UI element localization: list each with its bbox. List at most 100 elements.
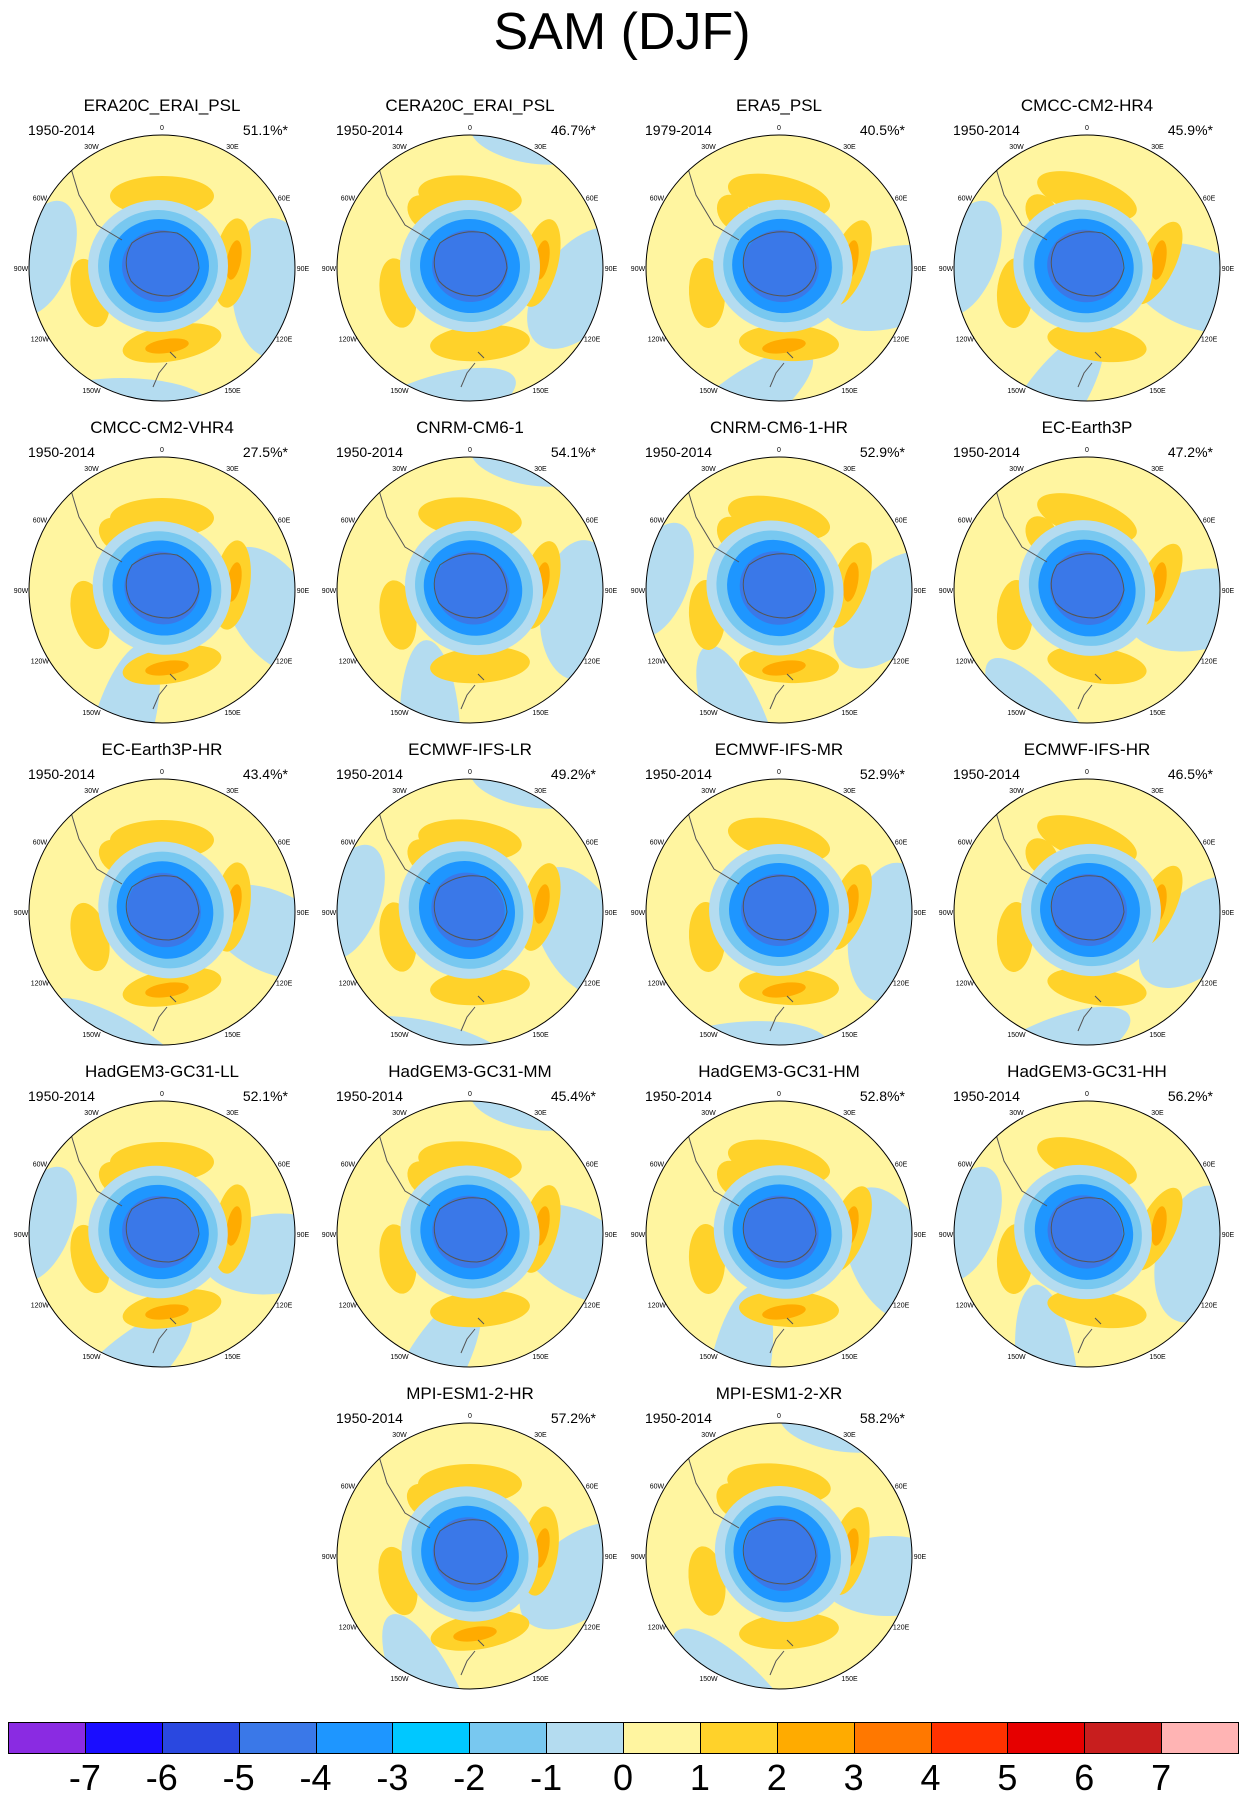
polar-map: 030E60E90E120E150E180150W120W90W60W30W (939, 447, 1235, 724)
new-zealand-coastline (1077, 1317, 1102, 1354)
contour-field (29, 457, 295, 723)
panel-explained-variance: 46.5%* (1167, 766, 1213, 782)
longitude-label: 30W (1009, 466, 1024, 473)
panel-title: MPI-ESM1-2-XR (715, 1384, 843, 1403)
colorbar-box (699, 1722, 778, 1754)
longitude-label: 90E (297, 266, 310, 273)
panel-period: 1979-2014 (645, 122, 712, 138)
longitude-label: 120W (956, 337, 975, 344)
longitude-label: 150W (390, 710, 409, 717)
positive-lobe (1047, 1289, 1147, 1329)
longitude-label: 0 (160, 125, 164, 132)
longitude-label: 30E (226, 1110, 239, 1117)
longitude-label: 90E (605, 1232, 618, 1239)
longitude-label: 90W (939, 1232, 954, 1239)
panel-period: 1950-2014 (28, 1088, 95, 1104)
polar-map: 030E60E90E120E150E180150W120W90W60W30W (939, 125, 1235, 402)
colorbar-label: 7 (1151, 1757, 1172, 1798)
colorbar (8, 1722, 1239, 1754)
positive-lobe (739, 1612, 839, 1650)
panel-explained-variance: 49.2%* (550, 766, 596, 782)
contour-field (337, 135, 603, 401)
negative-core (124, 551, 200, 625)
panel-title: ECMWF-IFS-HR (1023, 740, 1151, 759)
longitude-label: 60E (895, 1162, 908, 1169)
longitude-label: 0 (468, 447, 472, 454)
longitude-label: 90W (322, 1554, 337, 1561)
map-panel: MPI-ESM1-2-HR 1950-2014 57.2%* 0 30E 60E 90E 12… (320, 1384, 620, 1694)
antarctica-coastline (433, 875, 508, 941)
polar-map: 030E60E90E120E150E180150W120W90W60W30W (631, 1091, 927, 1368)
longitude-label: 60W (650, 196, 665, 203)
longitude-label: 30W (392, 144, 407, 151)
positive-core (1151, 1206, 1167, 1246)
longitude-label: 120E (1201, 981, 1218, 988)
longitude-label: 60W (650, 1484, 665, 1491)
longitude-label: 120W (339, 337, 358, 344)
map-border (645, 1422, 913, 1690)
longitude-label: 150E (532, 1354, 549, 1361)
longitude-label: 150E (532, 710, 549, 717)
colorbar-box (469, 1722, 548, 1754)
positive-core (145, 660, 189, 676)
panel-period: 1950-2014 (645, 444, 712, 460)
map-border (645, 1100, 913, 1368)
longitude-label: 30E (843, 1432, 856, 1439)
negative-patch (954, 1166, 1002, 1282)
longitude-label: 150E (841, 1032, 858, 1039)
longitude-label: 150E (224, 1354, 241, 1361)
longitude-label: 150E (224, 710, 241, 717)
longitude-label: 30E (843, 1110, 856, 1117)
negative-core (127, 872, 201, 948)
positive-core (145, 338, 189, 354)
longitude-label: 120E (276, 1303, 293, 1310)
negative-core (743, 229, 819, 303)
longitude-label: 60E (278, 1162, 291, 1169)
longitude-label: 150W (82, 1354, 101, 1361)
contour-field (646, 779, 912, 1045)
negative-patch (704, 1285, 774, 1367)
longitude-label: 90W (939, 266, 954, 273)
longitude-label: 60E (1203, 1162, 1216, 1169)
map-border (336, 134, 604, 402)
map-border (336, 456, 604, 724)
new-zealand-coastline (152, 1317, 177, 1354)
longitude-label: 120W (648, 337, 667, 344)
colorbar-box (1161, 1722, 1239, 1754)
map-panel: CNRM-CM6-1-HR 1950-2014 52.9%* 0 30E 60E 90E 12… (629, 418, 929, 728)
map-border (336, 1100, 604, 1368)
longitude-label: 30E (534, 788, 547, 795)
longitude-label: 150W (390, 1354, 409, 1361)
panel-title: HadGEM3-GC31-MM (388, 1062, 552, 1081)
longitude-label: 120E (1201, 337, 1218, 344)
colorbar-box (161, 1722, 240, 1754)
panel-period: 1950-2014 (336, 444, 403, 460)
map-border (28, 1100, 296, 1368)
panel-period: 1950-2014 (953, 766, 1020, 782)
contour-field (646, 1423, 912, 1689)
negative-core (434, 551, 510, 625)
longitude-label: 60E (586, 196, 599, 203)
negative-patch (1015, 1284, 1079, 1367)
panel-period: 1950-2014 (28, 766, 95, 782)
panel-title: MPI-ESM1-2-HR (406, 1384, 534, 1403)
longitude-label: 0 (468, 125, 472, 132)
panel-explained-variance: 52.9%* (859, 766, 905, 782)
longitude-label: 60W (341, 196, 356, 203)
panel-explained-variance: 56.2%* (1167, 1088, 1213, 1104)
longitude-label: 60W (33, 1162, 48, 1169)
colorbar-label: 4 (920, 1757, 941, 1798)
longitude-label: 60E (895, 1484, 908, 1491)
polar-map: 030E60E90E120E150E180150W120W90W60W30W (939, 769, 1235, 1046)
positive-lobe (430, 1290, 530, 1328)
longitude-label: 150E (841, 710, 858, 717)
contour-field (954, 135, 1220, 401)
longitude-label: 150E (224, 1032, 241, 1039)
longitude-label: 150W (1007, 1032, 1026, 1039)
colorbar-label: -7 (68, 1757, 101, 1798)
new-zealand-coastline (769, 1317, 794, 1354)
map-panel: HadGEM3-GC31-HH 1950-2014 56.2%* 0 30E 60E 90E… (937, 1062, 1237, 1372)
negative-patch (1138, 876, 1220, 988)
longitude-label: 30E (226, 144, 239, 151)
longitude-label: 120W (31, 337, 50, 344)
